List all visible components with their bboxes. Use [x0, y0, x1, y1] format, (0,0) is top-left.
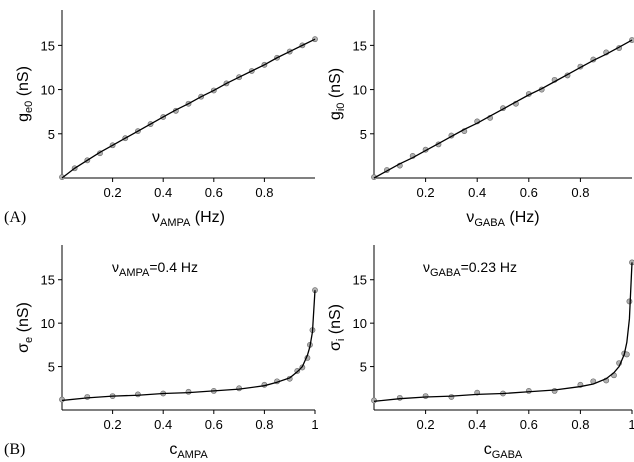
y-axis-label-main: σ	[15, 343, 32, 353]
y-axis-label-after: (nS)	[15, 66, 32, 101]
x-axis-label-main: ν	[466, 209, 474, 226]
x-axis-label-sub: AMPA	[177, 449, 208, 461]
x-axis-label-main: c	[169, 441, 177, 458]
x-axis-label: νGABA (Hz)	[466, 209, 539, 229]
x-axis-label-main: ν	[152, 209, 160, 226]
x-tick-label: 0.8	[571, 185, 589, 200]
x-tick-label: 0.2	[417, 185, 435, 200]
y-axis-label-after: (nS)	[327, 304, 344, 339]
x-tick-label: 0.8	[255, 417, 273, 432]
y-tick-label: 10	[353, 316, 367, 331]
annotation: νGABA=0.23 Hz	[423, 259, 517, 279]
y-tick-label: 5	[360, 127, 367, 142]
data-point	[626, 298, 633, 305]
x-tick-label: 0.4	[154, 417, 172, 432]
x-tick-label: 0.8	[255, 185, 273, 200]
annotation-after: =0.23 Hz	[461, 259, 517, 275]
data-point	[185, 388, 192, 395]
annotation-sub: AMPA	[119, 267, 150, 279]
fit-line	[61, 38, 316, 179]
x-tick-label: 0.2	[104, 417, 122, 432]
x-tick-label: 1	[311, 417, 318, 432]
x-tick-label: 0.8	[571, 417, 589, 432]
panel-label: (A)	[4, 209, 26, 226]
y-tick-label: 5	[48, 360, 55, 375]
fit-line	[373, 262, 633, 402]
x-tick-label: 0.6	[205, 417, 223, 432]
annotation-main: ν	[423, 259, 430, 275]
x-tick-label: 0.2	[417, 417, 435, 432]
x-tick-label: 0.4	[154, 185, 172, 200]
x-axis-label-after: (Hz)	[190, 209, 225, 226]
y-tick-label: 10	[353, 83, 367, 98]
data-point	[525, 387, 532, 394]
fit-line	[373, 39, 633, 179]
y-axis-label: ge0 (nS)	[15, 66, 35, 122]
data-point	[422, 393, 429, 400]
y-tick-label: 10	[41, 316, 55, 331]
y-axis-label-sub: i	[335, 339, 347, 341]
y-tick-label: 15	[353, 38, 367, 53]
y-tick-label: 15	[41, 273, 55, 288]
x-tick-label: 0.6	[520, 417, 538, 432]
y-axis-label: gi0 (nS)	[327, 68, 347, 120]
y-axis-label-sub: i0	[335, 103, 347, 112]
data-point	[312, 36, 318, 43]
x-tick-label: 1	[628, 417, 634, 432]
x-axis-label-sub: GABA	[492, 449, 523, 461]
annotation: νAMPA=0.4 Hz	[112, 259, 198, 279]
data-point	[59, 174, 65, 181]
x-axis-label-sub: GABA	[474, 217, 505, 229]
x-tick-label: 0.2	[104, 185, 122, 200]
y-axis-label: σi (nS)	[327, 304, 347, 351]
annotation-sub: GABA	[430, 267, 461, 279]
y-axis-label-main: g	[15, 113, 32, 122]
data-point	[134, 391, 141, 398]
panel-label: (B)	[4, 441, 25, 458]
x-tick-label: 0.6	[205, 185, 223, 200]
y-axis-label-main: g	[327, 111, 344, 120]
data-point	[396, 394, 403, 401]
fit-line	[61, 290, 316, 402]
y-tick-label: 5	[360, 360, 367, 375]
data-point	[59, 396, 65, 403]
x-tick-label: 0.4	[468, 417, 486, 432]
x-tick-label: 0.6	[520, 185, 538, 200]
y-axis-label-sub: e0	[23, 101, 35, 113]
data-point	[371, 397, 377, 404]
data-point	[551, 387, 558, 394]
x-axis-label: cAMPA	[169, 441, 208, 461]
y-axis-label-sub: e	[23, 337, 35, 343]
x-tick-label: 0.4	[468, 185, 486, 200]
y-tick-label: 5	[48, 127, 55, 142]
y-tick-label: 10	[41, 83, 55, 98]
annotation-after: =0.4 Hz	[149, 259, 198, 275]
x-axis-label: νAMPA (Hz)	[152, 209, 225, 229]
x-axis-label-after: (Hz)	[505, 209, 540, 226]
x-axis-label-sub: AMPA	[160, 217, 191, 229]
data-point	[84, 394, 91, 400]
data-point	[448, 394, 455, 400]
annotation-main: ν	[112, 259, 119, 275]
y-tick-label: 15	[41, 38, 55, 53]
y-axis-label-after: (nS)	[15, 302, 32, 337]
y-axis-label-after: (nS)	[327, 68, 344, 103]
x-axis-label-main: c	[484, 441, 492, 458]
y-axis-label: σe (nS)	[15, 302, 35, 353]
x-axis-label: cGABA	[484, 441, 523, 461]
y-tick-label: 15	[353, 273, 367, 288]
y-axis-label-main: σ	[327, 341, 344, 351]
